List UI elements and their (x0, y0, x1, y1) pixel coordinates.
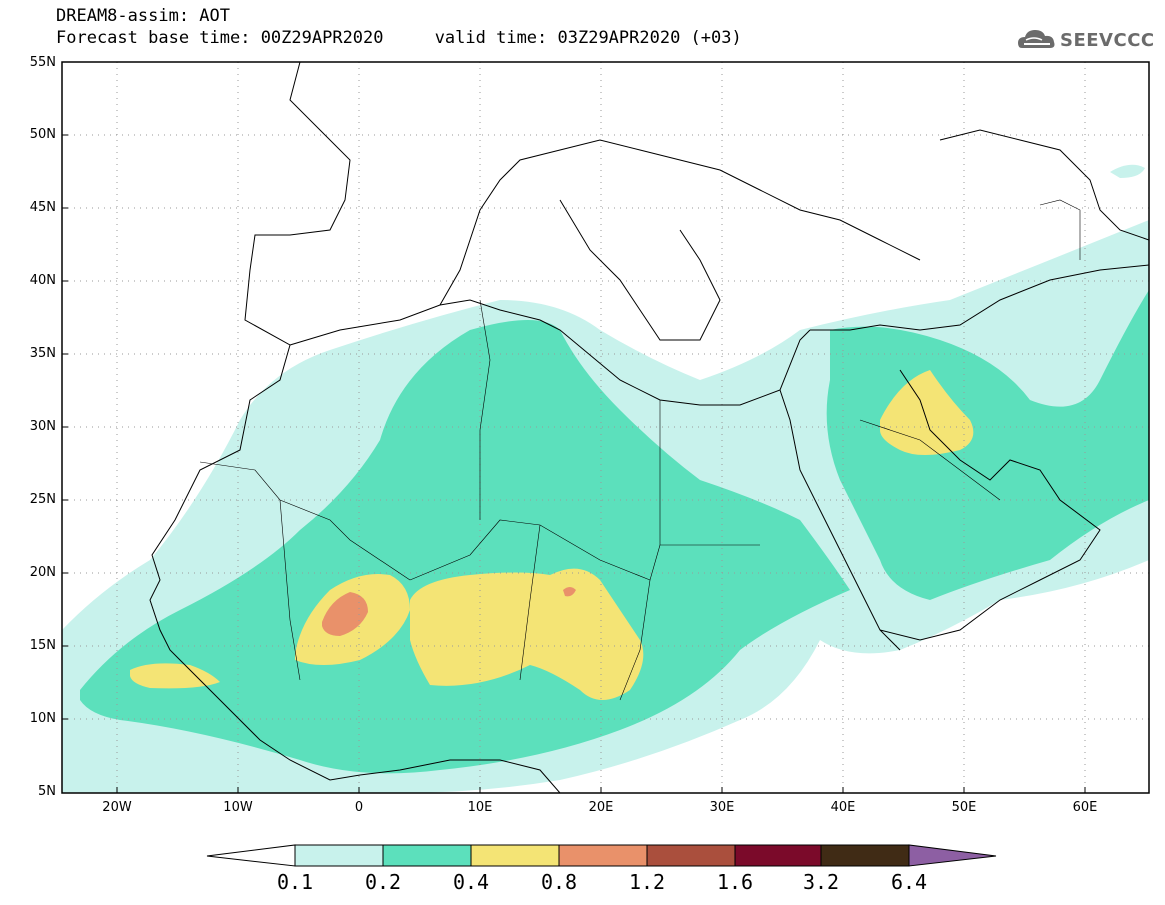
lon-tick-label: 30E (709, 800, 735, 815)
colorbar-label: 0.1 (276, 870, 314, 894)
aot-field (62, 164, 1149, 793)
lon-tick-label: 60E (1072, 800, 1098, 815)
colorbar-label: 0.2 (364, 870, 402, 894)
colorbar-segment (820, 844, 910, 867)
lat-tick-label: 50N (29, 127, 56, 142)
lat-tick-label: 10N (29, 711, 56, 726)
lon-tick-label: 10W (223, 800, 253, 815)
lon-tick-label: 20W (102, 800, 132, 815)
colorbar-label: 0.4 (452, 870, 490, 894)
country-borders (199, 199, 1081, 701)
lat-tick-label: 40N (29, 273, 56, 288)
colorbar-label: 0.8 (540, 870, 578, 894)
colorbar-segment (646, 844, 736, 867)
colorbar-segment (734, 844, 822, 867)
lat-tick-label: 30N (29, 419, 56, 434)
forecast-time-subtitle: Forecast base time: 00Z29APR2020 valid t… (56, 28, 742, 48)
lat-tick-label: 25N (29, 492, 56, 507)
lat-tick-label: 35N (29, 346, 56, 361)
lat-tick-label: 15N (29, 638, 56, 653)
colorbar-label: 1.2 (628, 870, 666, 894)
colorbar-label: 6.4 (890, 870, 928, 894)
lon-tick-label: 40E (830, 800, 856, 815)
lat-tick-label: 5N (38, 784, 56, 799)
colorbar-segment (294, 844, 384, 867)
colorbar-segment (558, 844, 648, 867)
colorbar (206, 844, 997, 867)
coastlines (149, 62, 1149, 793)
colorbar-label: 3.2 (802, 870, 840, 894)
colorbar-segment (470, 844, 560, 867)
colorbar-over-arrow (908, 844, 997, 867)
lon-tick-label: 10E (467, 800, 493, 815)
seevccc-cloud-icon (1018, 30, 1055, 48)
map-title: DREAM8-assim: AOT (56, 6, 230, 26)
axis-ticks (62, 134, 1086, 793)
logo-text: SEEVCCC (1060, 30, 1155, 51)
lat-tick-label: 55N (29, 55, 56, 70)
lon-tick-label: 20E (588, 800, 614, 815)
lat-tick-label: 20N (29, 565, 56, 580)
lat-tick-label: 45N (29, 200, 56, 215)
lon-tick-label: 50E (951, 800, 977, 815)
colorbar-under-arrow (206, 844, 296, 867)
lon-tick-label: 0 (354, 800, 364, 815)
colorbar-segment (382, 844, 472, 867)
colorbar-label: 1.6 (716, 870, 754, 894)
